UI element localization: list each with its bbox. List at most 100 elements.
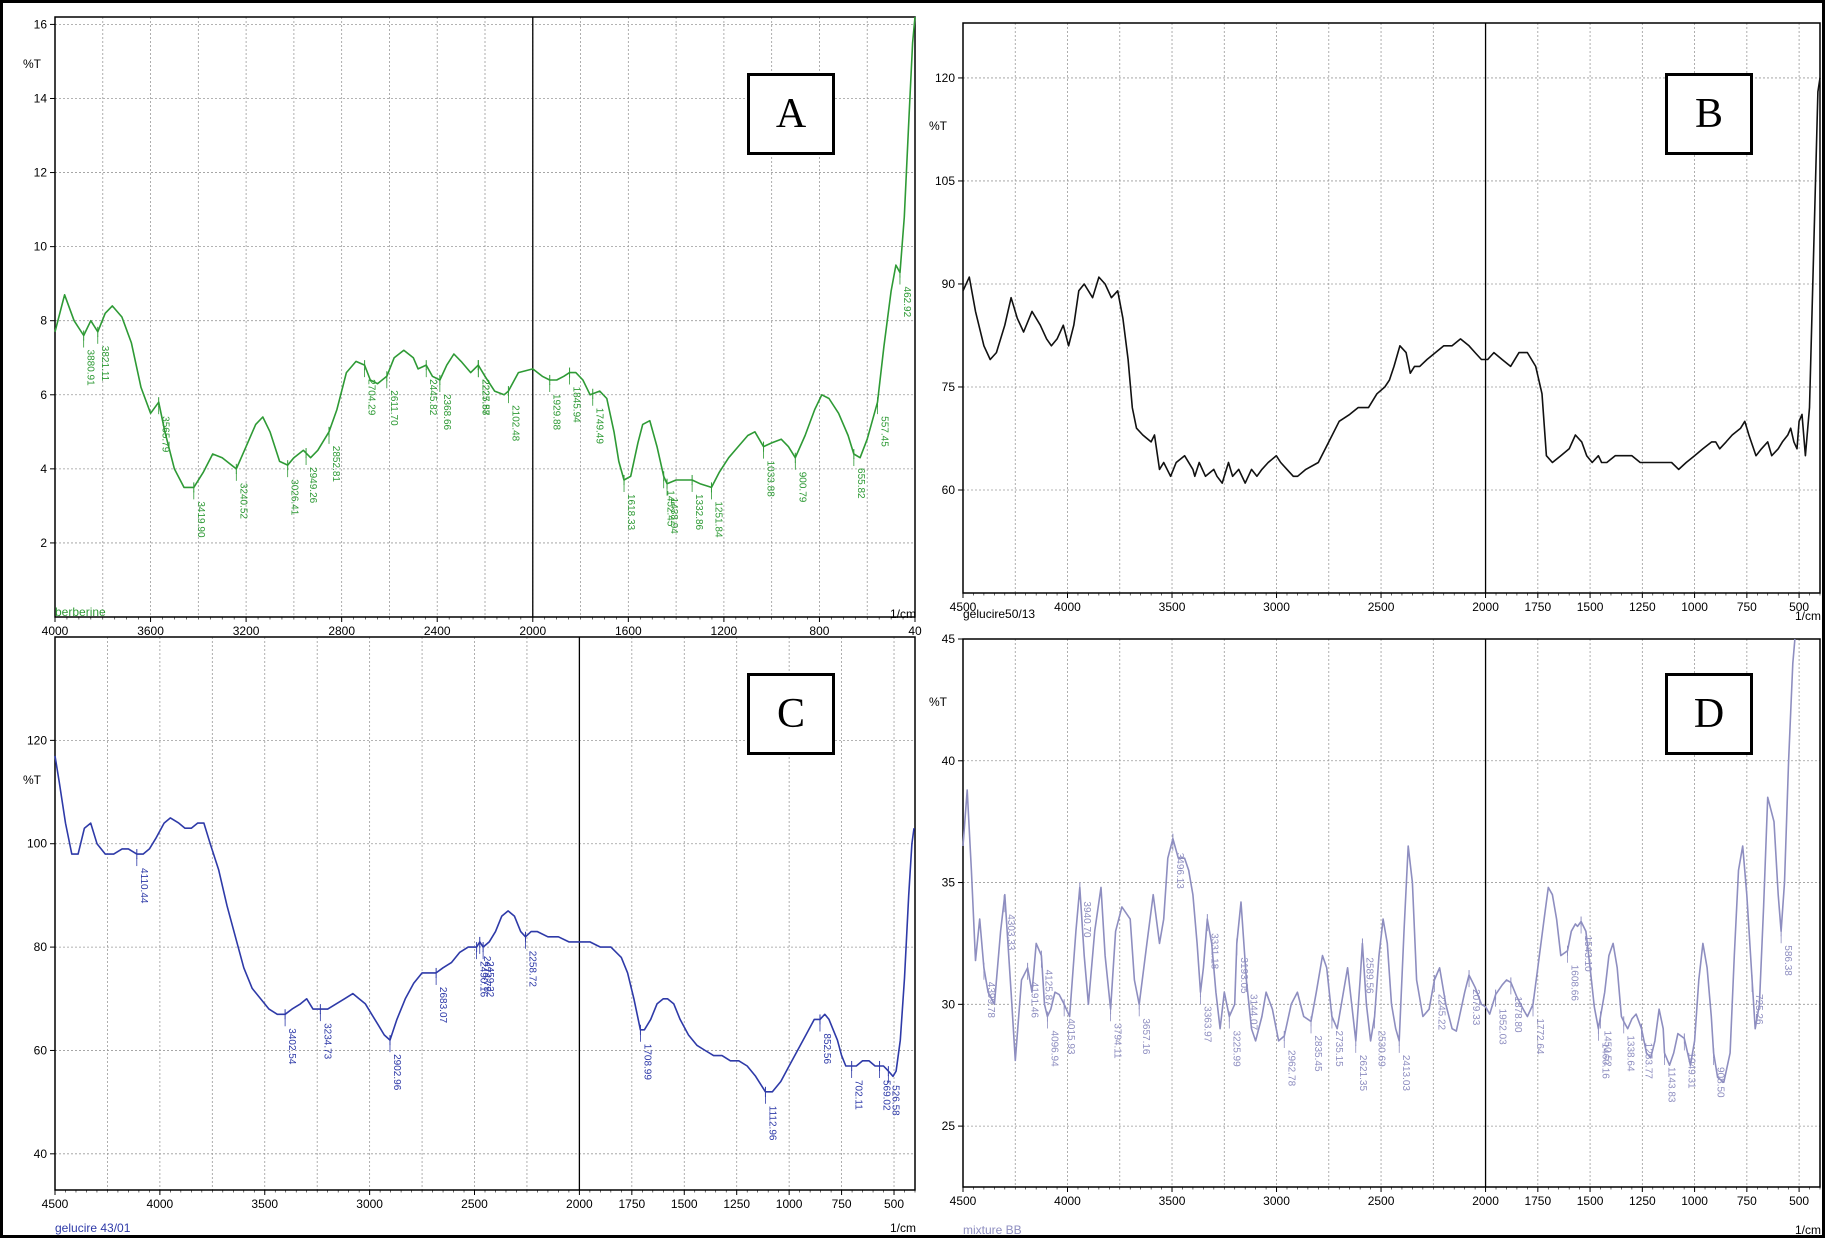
panel-d: 4500 4000 3500 3000 2500 2000 1750 1500 1250 1000… xyxy=(929,632,1821,1237)
peak-label-d: 3794.11 xyxy=(1112,1023,1123,1059)
x-tick-label-b: 1750 xyxy=(1524,600,1551,614)
peak-label-c: 2459.32 xyxy=(484,961,495,998)
peak-label-d: 3225.99 xyxy=(1230,1031,1241,1068)
x-tick-label-c: 3500 xyxy=(251,1197,278,1211)
x-unit-a: 1/cm xyxy=(890,607,917,621)
peak-label-d: 4096.94 xyxy=(1048,1031,1059,1068)
peak-label-a: 1033.88 xyxy=(765,461,776,498)
x-tick-label-a: 1200 xyxy=(711,624,738,638)
peak-label-c: 2490.16 xyxy=(478,961,489,998)
peak-label-a: 3565.79 xyxy=(160,416,171,453)
x-tick-label-b: 4500 xyxy=(950,600,977,614)
panel-c: 4500 4000 3500 3000 2500 2000 1750 1500 1250 1000… xyxy=(23,636,916,1235)
peak-label-a: 1618.33 xyxy=(625,494,636,531)
panel-label-d: D xyxy=(1665,673,1753,755)
peak-label-d: 586.38 xyxy=(1782,945,1793,976)
peak-label-a: 1332.86 xyxy=(693,494,704,531)
y-tick-label-a: 4 xyxy=(40,462,47,476)
peak-label-c: 1708.99 xyxy=(641,1044,652,1081)
x-tick-label-a: 1600 xyxy=(615,624,642,638)
chart-d: 4500 4000 3500 3000 2500 2000 1750 1500 1250 1000… xyxy=(942,632,1821,1208)
peak-label-d: 1143.83 xyxy=(1665,1067,1676,1103)
peak-label-d: 1543.10 xyxy=(1582,936,1593,973)
peak-label-a: 2227.88 xyxy=(479,379,490,416)
x-tick-label-c: 3000 xyxy=(356,1197,383,1211)
y-tick-label-c: 40 xyxy=(34,1147,48,1161)
x-tick-label-c: 750 xyxy=(832,1197,852,1211)
y-label-c: %T xyxy=(23,773,41,787)
peak-label-c: 3234.73 xyxy=(321,1023,332,1060)
x-tick-label-c: 2000 xyxy=(566,1197,593,1211)
y-tick-label-a: 12 xyxy=(34,166,48,180)
peak-label-a: 3026.41 xyxy=(289,479,300,516)
peak-label-d: 2835.45 xyxy=(1312,1035,1323,1072)
sample-name-a: berberine xyxy=(55,605,106,619)
x-tick-label-b: 1250 xyxy=(1629,600,1656,614)
y-tick-label-b: 105 xyxy=(935,174,955,188)
peak-label-c: 3402.54 xyxy=(286,1028,297,1065)
y-tick-label-b: 120 xyxy=(935,71,955,85)
spectrum-line-c xyxy=(54,755,915,1093)
x-tick-label-b: 3000 xyxy=(1263,600,1290,614)
peak-label-a: 2852.81 xyxy=(330,446,341,483)
peak-label-a: 2611.70 xyxy=(388,390,399,426)
x-tick-label-c: 4000 xyxy=(147,1197,174,1211)
y-tick-label-a: 8 xyxy=(40,314,47,328)
peak-label-d: 2413.03 xyxy=(1400,1055,1411,1092)
x-unit-b: 1/cm xyxy=(1795,609,1822,623)
y-tick-label-c: 100 xyxy=(27,837,47,851)
peak-label-d: 1450.52 xyxy=(1602,1031,1613,1068)
peak-label-a: 3419.90 xyxy=(195,501,206,538)
peak-label-d: 1952.03 xyxy=(1497,1009,1508,1046)
y-tick-label-a: 14 xyxy=(34,91,48,105)
x-tick-label-c: 1000 xyxy=(776,1197,803,1211)
chart-b: 4500 4000 3500 3000 2500 2000 1750 1500 1250 1000… xyxy=(935,22,1821,614)
peak-label-a: 900.79 xyxy=(796,472,807,503)
x-tick-label-c: 1750 xyxy=(618,1197,645,1211)
x-tick-label-b: 750 xyxy=(1737,600,1757,614)
x-tick-label-a: 4000 xyxy=(42,624,69,638)
chart-a: 4000 3600 3200 2800 2400 2000 1600 1200 800 40246… xyxy=(34,16,922,638)
x-tick-label-a: 3200 xyxy=(233,624,260,638)
peak-label-a: 1749.49 xyxy=(594,408,605,445)
x-tick-label-d: 1000 xyxy=(1681,1194,1708,1208)
x-tick-label-a: 3600 xyxy=(137,624,164,638)
peak-label-d: 2962.78 xyxy=(1285,1050,1296,1087)
y-tick-label-d: 35 xyxy=(942,876,956,890)
peak-label-c: 2474.75 xyxy=(481,956,492,993)
peak-label-d: 3193.05 xyxy=(1238,957,1249,994)
sample-name-c: gelucire 43/01 xyxy=(55,1221,131,1235)
x-tick-label-b: 2000 xyxy=(1472,600,1499,614)
y-label-d: %T xyxy=(929,695,947,709)
x-tick-label-d: 3500 xyxy=(1159,1194,1186,1208)
peak-label-c: 852.56 xyxy=(821,1033,832,1064)
x-tick-label-c: 2500 xyxy=(461,1197,488,1211)
x-tick-label-d: 1750 xyxy=(1524,1194,1551,1208)
peak-label-d: 1338.64 xyxy=(1625,1035,1636,1072)
x-unit-c: 1/cm xyxy=(890,1221,917,1235)
y-tick-label-c: 120 xyxy=(27,733,47,747)
y-tick-label-c: 80 xyxy=(34,940,48,954)
y-tick-label-a: 10 xyxy=(34,240,48,254)
x-tick-label-b: 3500 xyxy=(1159,600,1186,614)
x-tick-label-d: 2500 xyxy=(1368,1194,1395,1208)
peak-label-a: 462.92 xyxy=(901,287,912,318)
peak-label-d: 2621.35 xyxy=(1357,1055,1368,1092)
sample-name-b: gelucire50/13 xyxy=(963,607,1036,621)
panel-label-c: C xyxy=(747,673,835,755)
x-unit-d: 1/cm xyxy=(1795,1223,1822,1237)
y-tick-label-b: 75 xyxy=(942,380,956,394)
x-tick-label-c: 4500 xyxy=(42,1197,69,1211)
peak-label-d: 2735.15 xyxy=(1333,1031,1344,1068)
peak-label-d: 4015.93 xyxy=(1065,1018,1076,1055)
peak-label-c: 2902.96 xyxy=(391,1054,402,1091)
x-tick-label-d: 3000 xyxy=(1263,1194,1290,1208)
x-tick-label-d: 2000 xyxy=(1472,1194,1499,1208)
peak-label-d: 1460.16 xyxy=(1599,1043,1610,1080)
peak-label-a: 2225.57 xyxy=(479,379,490,416)
panel-label-a: A xyxy=(747,73,835,155)
y-tick-label-d: 25 xyxy=(942,1119,956,1133)
peak-label-a: 3880.91 xyxy=(85,350,96,387)
peak-label-a: 1929.88 xyxy=(551,394,562,431)
